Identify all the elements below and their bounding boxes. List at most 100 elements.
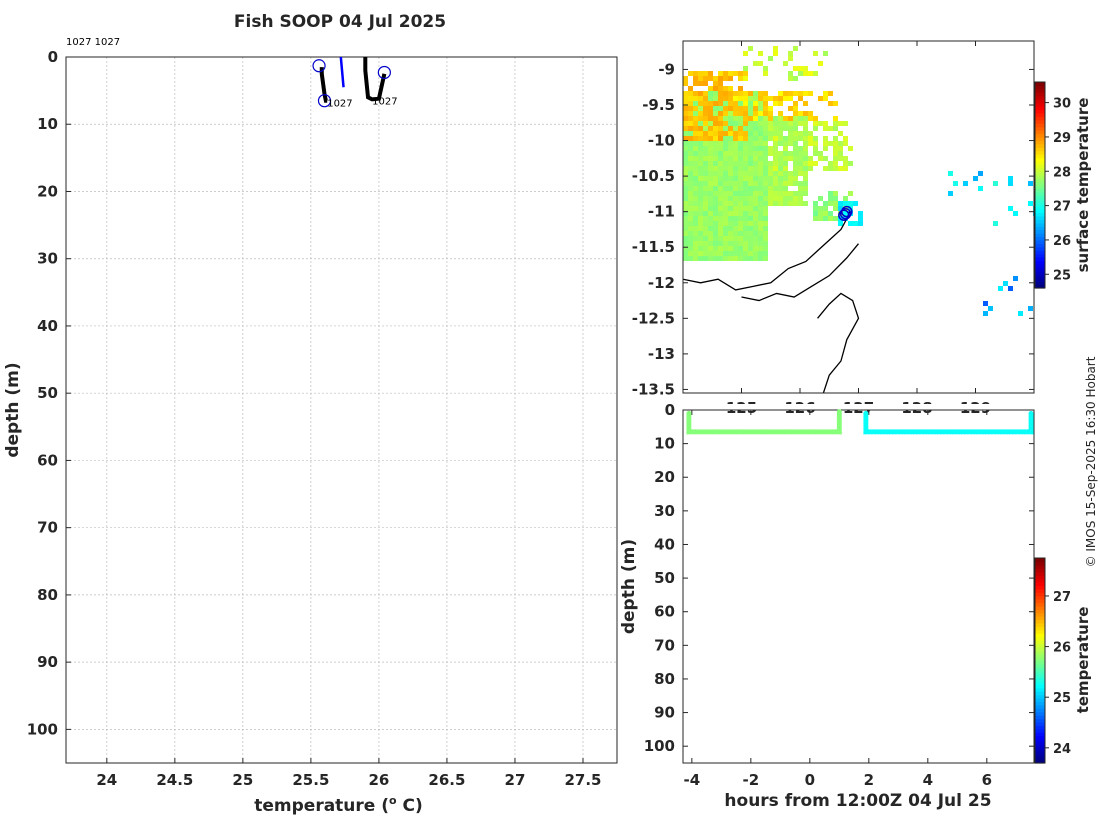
- map-sst-cell: [738, 121, 743, 126]
- map-sst-cell: [823, 156, 828, 161]
- map-sst-cell: [748, 141, 753, 146]
- map-sst-cell: [758, 166, 763, 171]
- depth-time-y-tick-label: 50: [654, 569, 675, 587]
- map-sst-cell: [793, 91, 798, 96]
- map-sst-cell: [703, 236, 708, 241]
- map-sst-cell: [808, 91, 813, 96]
- map-sst-cell: [773, 96, 778, 101]
- map-sst-cell: [733, 141, 738, 146]
- map-sst-cell: [703, 231, 708, 236]
- map-sst-cell: [748, 121, 753, 126]
- map-sst-cell: [733, 231, 738, 236]
- map-sst-cell: [748, 251, 753, 256]
- map-sst-cell: [823, 136, 828, 141]
- map-sst-cell: [803, 146, 808, 151]
- map-colorbar-cell: [1035, 171, 1045, 176]
- depth-time-colorbar-cell: [1035, 643, 1045, 648]
- map-sst-cell: [758, 141, 763, 146]
- map-sst-cell: [763, 216, 768, 221]
- map-sst-cell: [768, 116, 773, 121]
- depth-time-colorbar-cell: [1035, 728, 1045, 733]
- map-sst-cell: [758, 101, 763, 106]
- map-sst-cell: [763, 141, 768, 146]
- map-sst-cell: [693, 176, 698, 181]
- map-sst-cell: [728, 96, 733, 101]
- map-sst-cell: [813, 216, 818, 221]
- map-sst-cell: [708, 71, 713, 76]
- map-sst-cell: [803, 91, 808, 96]
- map-colorbar-cell: [1035, 205, 1045, 210]
- map-sst-cell: [698, 146, 703, 151]
- map-sst-cell: [783, 196, 788, 201]
- map-sst-cell: [763, 101, 768, 106]
- map-sst-cell: [753, 166, 758, 171]
- map-sst-cell: [708, 156, 713, 161]
- map-sst-cell: [838, 141, 843, 146]
- map-sst-cell: [713, 166, 718, 171]
- depth-time-colorbar-cell: [1035, 619, 1045, 624]
- map-sst-cell: [728, 226, 733, 231]
- map-sst-cell: [763, 231, 768, 236]
- map-sst-cell: [693, 76, 698, 81]
- map-sst-cell: [743, 206, 748, 211]
- map-sst-cell: [683, 141, 688, 146]
- map-sst-cell: [728, 241, 733, 246]
- map-colorbar-cell: [1035, 219, 1045, 224]
- map-sst-cell: [723, 121, 728, 126]
- map-sst-cell: [743, 101, 748, 106]
- map-sst-cell: [763, 206, 768, 211]
- map-sst-cell: [828, 201, 833, 206]
- map-sst-cell: [733, 171, 738, 176]
- map-sst-cell: [713, 76, 718, 81]
- map-panel: -9-9.5-10-10.5-11-11.5-12-12.5-13-13.512…: [632, 40, 1092, 417]
- map-sst-cell: [788, 151, 793, 156]
- map-sst-cell: [758, 151, 763, 156]
- depth-time-colorbar-cell: [1035, 732, 1045, 737]
- map-sst-cell: [698, 81, 703, 86]
- map-sst-cell: [803, 136, 808, 141]
- map-sst-cell: [763, 91, 768, 96]
- map-sst-cell: [718, 211, 723, 216]
- map-sst-cell: [713, 216, 718, 221]
- profile-marker: [377, 65, 391, 80]
- map-sst-cell: [788, 181, 793, 186]
- map-sst-cell: [693, 126, 698, 131]
- map-sst-cell: [818, 211, 823, 216]
- map-sst-cell: [803, 161, 808, 166]
- map-sst-cell: [828, 166, 833, 171]
- map-sst-cell: [688, 141, 693, 146]
- map-sst-cell: [838, 131, 843, 136]
- map-sst-cell: [988, 306, 993, 311]
- map-sst-cell: [698, 241, 703, 246]
- depth-time-colorbar-cell: [1035, 691, 1045, 696]
- map-sst-cell: [793, 171, 798, 176]
- map-sst-cell: [773, 196, 778, 201]
- map-track-marker: [838, 209, 850, 221]
- map-sst-cell: [683, 236, 688, 241]
- map-sst-cell: [753, 236, 758, 241]
- map-colorbar-cell: [1035, 126, 1045, 131]
- depth-time-colorbar-cell: [1035, 578, 1045, 583]
- map-sst-cell: [748, 136, 753, 141]
- map-sst-cell: [713, 246, 718, 251]
- map-sst-cell: [793, 146, 798, 151]
- map-sst-cell: [718, 181, 723, 186]
- map-sst-cell: [818, 61, 823, 66]
- map-sst-cell: [738, 86, 743, 91]
- map-sst-cell: [748, 101, 753, 106]
- map-sst-cell: [723, 161, 728, 166]
- map-sst-cell: [748, 181, 753, 186]
- map-sst-cell: [698, 91, 703, 96]
- map-sst-cell: [718, 186, 723, 191]
- map-sst-cell: [693, 246, 698, 251]
- map-sst-cell: [708, 111, 713, 116]
- profile-line: [319, 67, 328, 103]
- map-sst-cell: [833, 191, 838, 196]
- map-sst-cell: [708, 246, 713, 251]
- map-sst-cell: [748, 171, 753, 176]
- map-sst-cell: [708, 141, 713, 146]
- map-sst-cell: [753, 231, 758, 236]
- map-sst-cell: [703, 256, 708, 261]
- map-sst-cell: [753, 131, 758, 136]
